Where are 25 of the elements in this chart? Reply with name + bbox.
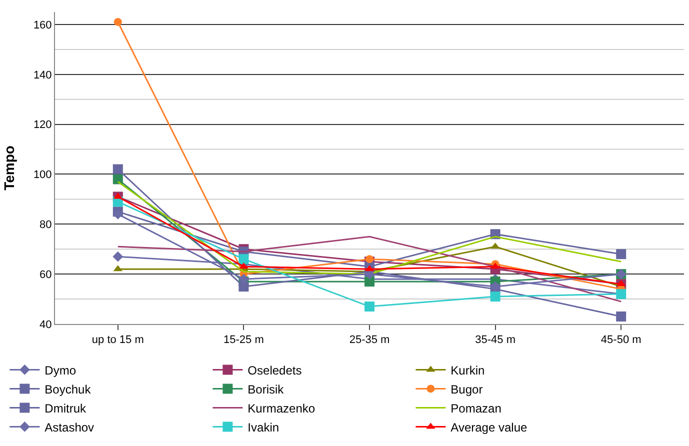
- x-tick-label: up to 15 m: [92, 334, 144, 346]
- legend-label: Pomazan: [450, 401, 502, 416]
- legend-label: Kurmazenko: [248, 401, 316, 416]
- legend-label: Ivakin: [248, 420, 280, 434]
- legend-label: Astashov: [44, 420, 94, 434]
- x-tick-label: 25-35 m: [349, 334, 390, 346]
- legend-label: Boychuk: [44, 382, 92, 396]
- legend-label: Bugor: [450, 382, 483, 396]
- legend-label: Dmitruk: [44, 401, 88, 416]
- x-tick-label: 45-50 m: [600, 334, 642, 346]
- legend-label: Kurkin: [450, 363, 485, 378]
- x-tick-label: 35-45 m: [475, 334, 516, 346]
- y-tick-label: 60: [40, 268, 52, 281]
- y-tick-label: 140: [33, 69, 52, 82]
- y-tick-label: 160: [33, 19, 52, 32]
- y-axis-title: Tempo: [1, 146, 18, 190]
- y-tick-label: 40: [40, 318, 52, 331]
- legend-label: Borisik: [248, 382, 285, 396]
- legend-label: Average value: [450, 420, 528, 434]
- y-tick-label: 100: [33, 169, 52, 182]
- y-tick-label: 120: [33, 119, 52, 132]
- y-tick-label: 80: [40, 219, 52, 232]
- legend-label: Oseledets: [248, 363, 302, 378]
- x-tick-label: 15-25 m: [224, 334, 264, 346]
- legend-label: Dymo: [44, 363, 76, 378]
